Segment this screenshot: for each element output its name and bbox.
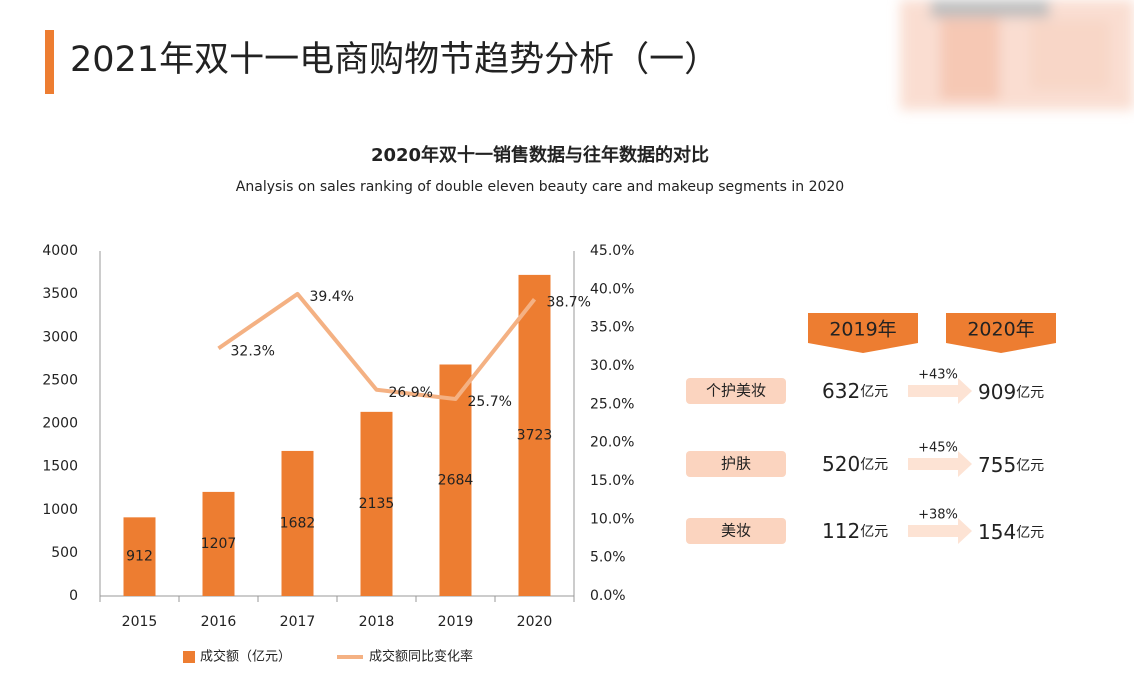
to-unit: 亿元	[1016, 385, 1044, 401]
bar-value-label: 2684	[438, 472, 474, 488]
y2-tick-label: 10.0%	[590, 511, 634, 527]
bar-value-label: 1207	[201, 536, 237, 552]
line	[217, 291, 537, 401]
year-label: 2019年	[829, 319, 896, 341]
year-badge	[808, 313, 918, 353]
bar	[518, 274, 551, 596]
y2-tick-label: 30.0%	[590, 358, 634, 374]
line-value-label: 25.7%	[468, 394, 512, 410]
to-unit: 亿元	[1016, 458, 1044, 474]
line-value-label: 26.9%	[389, 385, 433, 401]
change-label: +43%	[918, 368, 958, 383]
from-number: 520	[822, 452, 860, 476]
bar	[123, 517, 156, 596]
bar	[360, 411, 393, 596]
from-number: 112	[822, 519, 860, 543]
y2-tick-label: 0.0%	[590, 588, 626, 604]
legend-label: 成交额（亿元）	[200, 649, 291, 665]
x-tick-label: 2020	[517, 614, 553, 630]
bar	[439, 364, 472, 596]
year-badge	[946, 313, 1056, 353]
change-label: +45%	[918, 441, 958, 456]
y-tick-label: 0	[69, 588, 78, 604]
row-label-pill	[686, 518, 786, 544]
y2-tick-label: 15.0%	[590, 473, 634, 489]
line-value-label: 39.4%	[310, 289, 354, 305]
from-unit: 亿元	[860, 384, 888, 400]
line-value-label: 32.3%	[231, 343, 275, 359]
chart-title: 2020年双十一销售数据与往年数据的对比	[371, 144, 709, 166]
bar-value-label: 1682	[280, 515, 316, 531]
chart-subtitle: Analysis on sales ranking of double elev…	[236, 179, 844, 195]
row-label-pill	[686, 378, 786, 404]
bar-value-label: 3723	[517, 427, 553, 443]
from-value: 112亿元	[822, 519, 888, 543]
y2-tick-label: 40.0%	[590, 281, 634, 297]
legend-label: 成交额同比变化率	[369, 649, 473, 665]
y-tick-label: 3500	[42, 286, 78, 302]
to-number: 755	[978, 453, 1016, 477]
from-number: 632	[822, 379, 860, 403]
to-number: 154	[978, 520, 1016, 544]
y-tick-label: 500	[51, 545, 78, 561]
y2-tick-label: 5.0%	[590, 550, 626, 566]
change-arrow	[908, 378, 972, 404]
x-tick-label: 2017	[280, 614, 316, 630]
decoration	[900, 0, 1134, 110]
x-tick-label: 2015	[122, 614, 158, 630]
row-label: 个护美妆	[706, 382, 766, 400]
change-arrow	[908, 518, 972, 544]
x-tick-label: 2018	[359, 614, 395, 630]
from-unit: 亿元	[860, 524, 888, 540]
row-label: 美妆	[721, 522, 751, 540]
bar-value-label: 2135	[359, 496, 395, 512]
header-accent	[45, 30, 54, 94]
row-label-pill	[686, 451, 786, 477]
y2-tick-label: 35.0%	[590, 320, 634, 336]
page-title: 2021年双十一电商购物节趋势分析（一）	[70, 40, 719, 80]
bar	[281, 450, 314, 596]
y2-tick-label: 25.0%	[590, 396, 634, 412]
y-tick-label: 2000	[42, 416, 78, 432]
bar	[202, 491, 235, 596]
to-value: 909亿元	[978, 380, 1044, 404]
line-value-label: 38.7%	[547, 294, 591, 310]
to-unit: 亿元	[1016, 525, 1044, 541]
y-tick-label: 1000	[42, 502, 78, 518]
row-label: 护肤	[721, 455, 751, 473]
y-tick-label: 2500	[42, 372, 78, 388]
change-label: +38%	[918, 508, 958, 523]
change-arrow	[908, 451, 972, 477]
legend-swatch	[183, 651, 195, 663]
y-tick-label: 3000	[42, 329, 78, 345]
year-label: 2020年	[967, 319, 1034, 341]
x-tick-label: 2019	[438, 614, 474, 630]
x-tick-label: 2016	[201, 614, 237, 630]
y-tick-label: 4000	[42, 243, 78, 259]
from-value: 520亿元	[822, 452, 888, 476]
to-number: 909	[978, 380, 1016, 404]
y2-tick-label: 20.0%	[590, 435, 634, 451]
bar-value-label: 912	[126, 549, 153, 565]
to-value: 755亿元	[978, 453, 1044, 477]
y2-tick-label: 45.0%	[590, 243, 634, 259]
from-unit: 亿元	[860, 457, 888, 473]
from-value: 632亿元	[822, 379, 888, 403]
y-tick-label: 1500	[42, 459, 78, 475]
to-value: 154亿元	[978, 520, 1044, 544]
